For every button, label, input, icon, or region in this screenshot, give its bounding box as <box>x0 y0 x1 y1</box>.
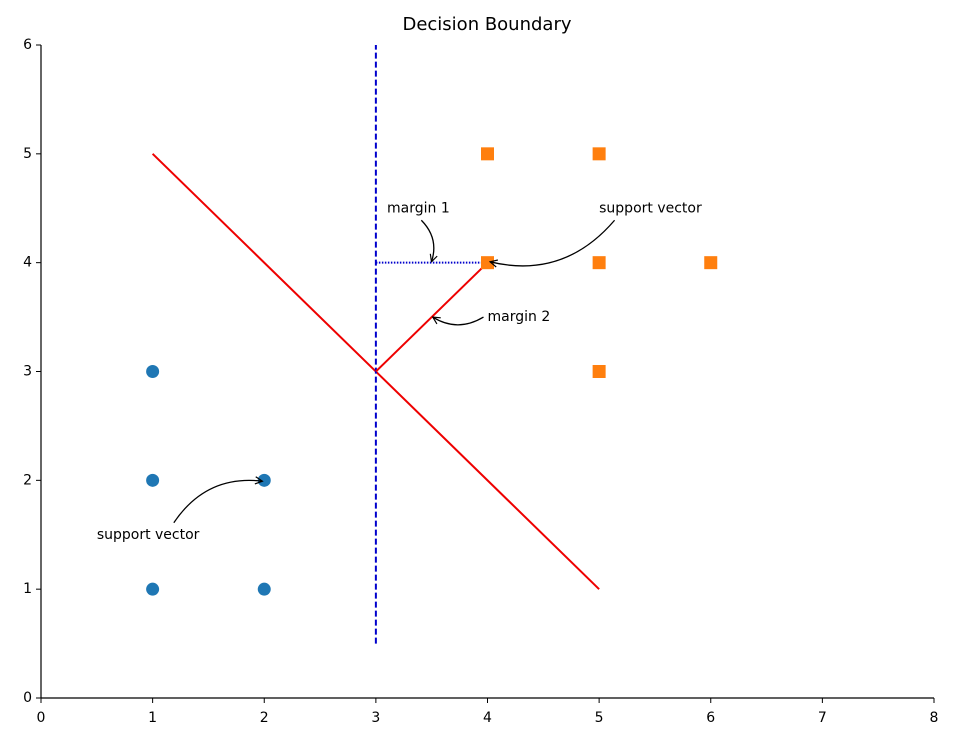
annotation-arrow <box>420 219 433 262</box>
point <box>146 582 160 596</box>
y-tick-label: 0 <box>23 690 32 706</box>
y-tick-label: 1 <box>23 581 32 597</box>
x-tick-label: 4 <box>483 710 492 726</box>
point <box>146 473 160 487</box>
annotation: support vector <box>97 527 200 543</box>
x-tick-label: 5 <box>595 710 604 726</box>
x-tick-label: 8 <box>930 710 939 726</box>
annotation-arrow <box>490 219 616 266</box>
point <box>481 147 494 161</box>
x-tick-label: 1 <box>148 710 157 726</box>
y-tick-label: 4 <box>23 255 32 271</box>
chart-title: Decision Boundary <box>402 14 571 35</box>
point <box>592 365 606 378</box>
point <box>592 147 606 161</box>
y-tick-label: 6 <box>23 37 32 53</box>
y-tick-label: 3 <box>23 364 32 380</box>
x-tick-label: 3 <box>371 710 380 726</box>
annotation: margin 2 <box>488 309 551 325</box>
line <box>375 261 489 373</box>
annotation-arrow <box>173 480 263 524</box>
y-tick-label: 5 <box>23 146 32 162</box>
point <box>257 582 271 596</box>
x-tick-label: 7 <box>818 710 827 726</box>
point <box>704 256 718 270</box>
y-tick-label: 2 <box>23 472 32 488</box>
annotation: margin 1 <box>387 200 450 216</box>
x-tick-label: 2 <box>260 710 269 726</box>
x-tick-label: 0 <box>37 710 46 726</box>
annotation-arrow <box>433 317 484 326</box>
point <box>146 365 160 378</box>
x-tick-label: 6 <box>706 710 715 726</box>
point <box>592 256 606 270</box>
annotation: support vector <box>599 200 702 216</box>
